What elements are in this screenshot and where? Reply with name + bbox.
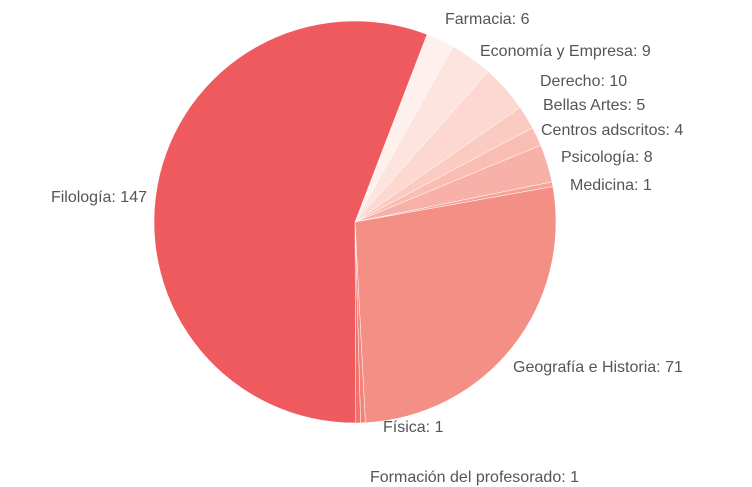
slice-label: Filología: 147 bbox=[51, 189, 147, 206]
slice-label: Farmacia: 6 bbox=[445, 11, 530, 28]
slice-label: Geografía e Historia: 71 bbox=[513, 359, 683, 376]
pie-slice bbox=[354, 186, 557, 423]
slice-label: Economía y Empresa: 9 bbox=[480, 43, 651, 60]
slice-label: Bellas Artes: 5 bbox=[543, 97, 645, 114]
pie-slice bbox=[153, 20, 428, 424]
slice-label: Psicología: 8 bbox=[561, 149, 653, 166]
slice-label: Formación del profesorado: 1 bbox=[370, 469, 579, 486]
slice-label: Medicina: 1 bbox=[570, 177, 652, 194]
slice-label: Derecho: 10 bbox=[540, 73, 627, 90]
slice-label: Centros adscritos: 4 bbox=[541, 122, 683, 139]
slice-label: Física: 1 bbox=[383, 419, 444, 436]
